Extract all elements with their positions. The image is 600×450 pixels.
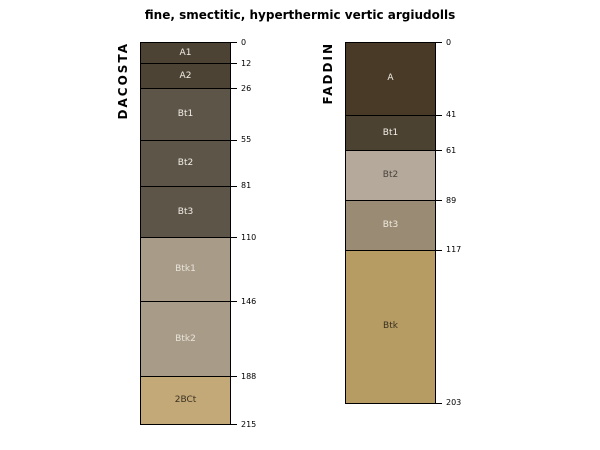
- horizon-faddin-bt1: Bt1: [345, 114, 436, 152]
- depth-label: 89: [446, 195, 457, 205]
- depth-label: 0: [241, 37, 247, 47]
- depth-tick: [436, 249, 442, 251]
- depth-tick: [231, 42, 237, 43]
- horizon-label-dacosta-bt2: Bt2: [177, 157, 194, 168]
- horizon-dacosta-btk2: Btk2: [140, 301, 231, 377]
- horizon-faddin-bt2: Bt2: [345, 150, 436, 202]
- depth-label: 55: [241, 135, 252, 145]
- horizon-dacosta-btk1: Btk1: [140, 237, 231, 303]
- depth-tick: [231, 424, 237, 425]
- depth-tick: [231, 185, 237, 187]
- horizon-faddin-a: A: [345, 42, 436, 116]
- depth-tick: [231, 301, 237, 303]
- horizon-label-dacosta-2bct: 2BCt: [174, 395, 197, 405]
- horizon-faddin-btk: Btk: [345, 249, 436, 404]
- horizon-faddin-bt3: Bt3: [345, 200, 436, 251]
- horizon-dacosta-bt2: Bt2: [140, 139, 231, 187]
- depth-tick: [436, 402, 442, 404]
- horizon-dacosta-bt3: Bt3: [140, 185, 231, 239]
- horizon-dacosta-2bct: 2BCt: [140, 376, 231, 425]
- horizon-label-faddin-bt3: Bt3: [382, 219, 399, 230]
- horizon-label-faddin-btk: Btk: [383, 321, 398, 332]
- depth-tick: [436, 42, 442, 43]
- depth-label: 117: [446, 245, 462, 255]
- depth-label: 146: [241, 296, 257, 306]
- plot-title: fine, smectitic, hyperthermic vertic arg…: [144, 8, 456, 22]
- horizon-label-dacosta-btk1: Btk1: [175, 264, 196, 275]
- horizon-label-faddin-bt1: Bt1: [382, 127, 399, 138]
- depth-tick: [436, 150, 442, 152]
- depth-label: 61: [446, 145, 457, 155]
- depth-tick: [231, 63, 237, 65]
- horizon-label-faddin-a: A: [387, 73, 394, 84]
- depth-label: 188: [241, 371, 257, 381]
- depth-label: 12: [241, 58, 252, 68]
- depth-tick: [436, 200, 442, 202]
- horizon-dacosta-bt1: Bt1: [140, 88, 231, 141]
- horizon-label-faddin-bt2: Bt2: [382, 170, 399, 181]
- horizon-dacosta-a1: A1: [140, 42, 231, 65]
- depth-label: 0: [446, 37, 452, 47]
- depth-tick: [231, 139, 237, 141]
- horizon-dacosta-a2: A2: [140, 63, 231, 90]
- depth-tick: [231, 237, 237, 239]
- horizon-label-dacosta-bt1: Bt1: [177, 108, 194, 119]
- depth-label: 26: [241, 83, 252, 93]
- horizon-label-dacosta-a2: A2: [179, 70, 192, 81]
- horizon-label-dacosta-a1: A1: [179, 47, 192, 58]
- depth-label: 81: [241, 181, 252, 191]
- depth-tick: [231, 88, 237, 90]
- depth-label: 215: [241, 419, 257, 429]
- profile-id-dacosta: DACOSTA: [116, 42, 130, 120]
- depth-tick: [436, 114, 442, 116]
- horizon-label-dacosta-btk2: Btk2: [175, 333, 196, 344]
- depth-label: 203: [446, 398, 462, 408]
- depth-label: 110: [241, 232, 257, 242]
- horizon-label-dacosta-bt3: Bt3: [177, 206, 194, 217]
- profile-id-faddin: FADDIN: [321, 42, 335, 105]
- depth-tick: [231, 376, 237, 378]
- depth-label: 41: [446, 110, 457, 120]
